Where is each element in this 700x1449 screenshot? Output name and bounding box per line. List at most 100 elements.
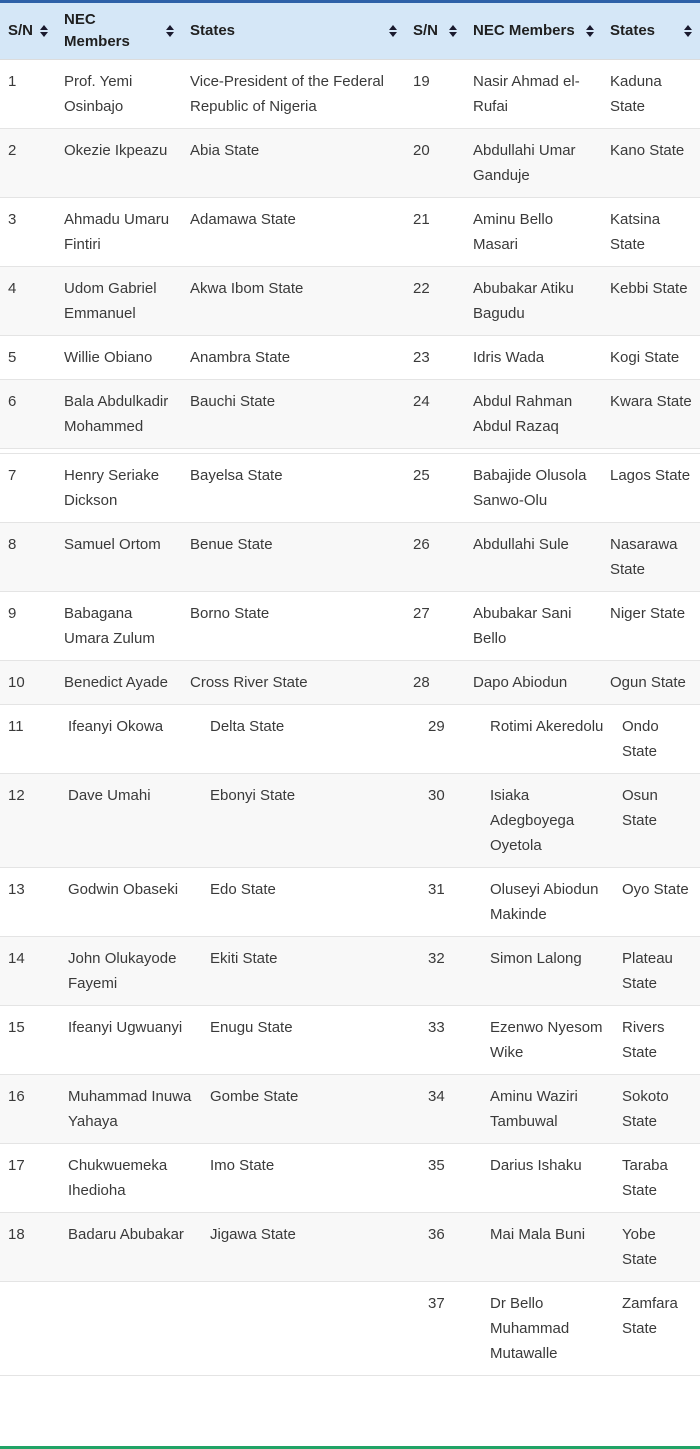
cell-serial-number: 3 bbox=[0, 197, 56, 267]
cell-serial-number: 11 bbox=[0, 705, 60, 774]
cell-state bbox=[202, 1281, 420, 1376]
cell-state: Oyo State bbox=[614, 867, 700, 937]
cell-serial-number: 22 bbox=[405, 266, 465, 336]
cell-state: Taraba State bbox=[614, 1143, 700, 1213]
cell-member-name: Bala Abdulkadir Mohammed bbox=[56, 379, 182, 449]
cell-member-name: Ezenwo Nyesom Wike bbox=[482, 1005, 614, 1075]
cell-member-name: Babajide Olusola Sanwo-Olu bbox=[465, 453, 602, 523]
column-header-label: States bbox=[190, 22, 236, 39]
cell-serial-number: 15 bbox=[0, 1005, 60, 1075]
cell-serial-number: 28 bbox=[405, 660, 465, 705]
table-row: 18 Badaru Abubakar Jigawa State 36 Mai M… bbox=[0, 1212, 700, 1282]
table-row: 9 Babagana Umara Zulum Borno State 27 Ab… bbox=[0, 591, 700, 661]
table-row: 6 Bala Abdulkadir Mohammed Bauchi State … bbox=[0, 379, 700, 449]
table-header: S/N NEC Members States S/N NEC Members S… bbox=[0, 1, 700, 60]
cell-state: Kaduna State bbox=[602, 59, 700, 129]
cell-member-name: Oluseyi Abiodun Makinde bbox=[482, 867, 614, 937]
cell-serial-number: 4 bbox=[0, 266, 56, 336]
cell-member-name: Mai Mala Buni bbox=[482, 1212, 614, 1282]
column-header-label: S/N bbox=[8, 22, 34, 39]
table-row: 13 Godwin Obaseki Edo State 31 Oluseyi A… bbox=[0, 867, 700, 937]
cell-state: Bauchi State bbox=[182, 379, 405, 449]
sort-icon[interactable] bbox=[449, 25, 457, 37]
cell-serial-number: 37 bbox=[420, 1281, 482, 1376]
cell-member-name: Ahmadu Umaru Fintiri bbox=[56, 197, 182, 267]
cell-state: Zamfara State bbox=[614, 1281, 700, 1376]
table-row: 3 Ahmadu Umaru Fintiri Adamawa State 21 … bbox=[0, 197, 700, 267]
table-row: 5 Willie Obiano Anambra State 23 Idris W… bbox=[0, 335, 700, 380]
cell-member-name: Udom Gabriel Emmanuel bbox=[56, 266, 182, 336]
cell-serial-number: 2 bbox=[0, 128, 56, 198]
cell-member-name: Muhammad Inuwa Yahaya bbox=[60, 1074, 202, 1144]
cell-member-name: Rotimi Akeredolu bbox=[482, 705, 614, 774]
sort-icon[interactable] bbox=[684, 25, 692, 37]
header-row: S/N NEC Members States S/N NEC Members S… bbox=[0, 1, 700, 60]
cell-state: Plateau State bbox=[614, 936, 700, 1006]
cell-member-name: Dapo Abiodun bbox=[465, 660, 602, 705]
sort-icon[interactable] bbox=[40, 25, 48, 37]
cell-member-name: Ifeanyi Okowa bbox=[60, 705, 202, 774]
table-row: 8 Samuel Ortom Benue State 26 Abdullahi … bbox=[0, 522, 700, 592]
cell-member-name: Dr Bello Muhammad Mutawalle bbox=[482, 1281, 614, 1376]
cell-serial-number: 34 bbox=[420, 1074, 482, 1144]
cell-state: Borno State bbox=[182, 591, 405, 661]
cell-serial-number: 35 bbox=[420, 1143, 482, 1213]
cell-member-name: Badaru Abubakar bbox=[60, 1212, 202, 1282]
table-row: 16 Muhammad Inuwa Yahaya Gombe State 34 … bbox=[0, 1074, 700, 1144]
cell-state: Osun State bbox=[614, 773, 700, 868]
cell-state: Abia State bbox=[182, 128, 405, 198]
column-header-sn-right[interactable]: S/N bbox=[405, 1, 465, 60]
cell-member-name: Idris Wada bbox=[465, 335, 602, 380]
cell-serial-number: 21 bbox=[405, 197, 465, 267]
cell-member-name: Aminu Bello Masari bbox=[465, 197, 602, 267]
cell-serial-number: 8 bbox=[0, 522, 56, 592]
cell-state: Rivers State bbox=[614, 1005, 700, 1075]
cell-serial-number: 18 bbox=[0, 1212, 60, 1282]
table-body-segment-2: 7 Henry Seriake Dickson Bayelsa State 25… bbox=[0, 453, 700, 705]
sort-icon[interactable] bbox=[389, 25, 397, 37]
cell-serial-number: 24 bbox=[405, 379, 465, 449]
column-header-members-left[interactable]: NEC Members bbox=[56, 1, 182, 60]
bottom-accent-line bbox=[0, 1446, 700, 1449]
column-header-members-right[interactable]: NEC Members bbox=[465, 1, 602, 60]
cell-member-name: Henry Seriake Dickson bbox=[56, 453, 182, 523]
cell-state: Benue State bbox=[182, 522, 405, 592]
cell-member-name: Aminu Waziri Tambuwal bbox=[482, 1074, 614, 1144]
cell-serial-number: 6 bbox=[0, 379, 56, 449]
cell-serial-number: 14 bbox=[0, 936, 60, 1006]
cell-serial-number: 5 bbox=[0, 335, 56, 380]
cell-serial-number: 7 bbox=[0, 453, 56, 523]
cell-state: Ekiti State bbox=[202, 936, 420, 1006]
table-row: 1 Prof. Yemi Osinbajo Vice-President of … bbox=[0, 59, 700, 129]
sort-icon[interactable] bbox=[586, 25, 594, 37]
cell-member-name: Nasir Ahmad el-Rufai bbox=[465, 59, 602, 129]
cell-serial-number: 29 bbox=[420, 705, 482, 774]
table-body-segment-3: 11 Ifeanyi Okowa Delta State 29 Rotimi A… bbox=[0, 705, 700, 1376]
cell-serial-number: 17 bbox=[0, 1143, 60, 1213]
cell-member-name: Abubakar Atiku Bagudu bbox=[465, 266, 602, 336]
sort-icon[interactable] bbox=[166, 25, 174, 37]
column-header-states-left[interactable]: States bbox=[182, 1, 405, 60]
cell-member-name: Dave Umahi bbox=[60, 773, 202, 868]
cell-state: Anambra State bbox=[182, 335, 405, 380]
cell-state: Katsina State bbox=[602, 197, 700, 267]
cell-member-name bbox=[60, 1281, 202, 1376]
cell-state: Bayelsa State bbox=[182, 453, 405, 523]
table-row: 37 Dr Bello Muhammad Mutawalle Zamfara S… bbox=[0, 1281, 700, 1376]
cell-state: Vice-President of the Federal Republic o… bbox=[182, 59, 405, 129]
cell-serial-number: 9 bbox=[0, 591, 56, 661]
column-header-sn-left[interactable]: S/N bbox=[0, 1, 56, 60]
cell-state: Delta State bbox=[202, 705, 420, 774]
cell-state: Jigawa State bbox=[202, 1212, 420, 1282]
cell-member-name: Chukwuemeka Ihedioha bbox=[60, 1143, 202, 1213]
nec-members-table-segment-3: 11 Ifeanyi Okowa Delta State 29 Rotimi A… bbox=[0, 705, 700, 1376]
cell-member-name: Darius Ishaku bbox=[482, 1143, 614, 1213]
cell-state: Ebonyi State bbox=[202, 773, 420, 868]
cell-member-name: Abdullahi Sule bbox=[465, 522, 602, 592]
table-row: 11 Ifeanyi Okowa Delta State 29 Rotimi A… bbox=[0, 705, 700, 774]
cell-serial-number: 16 bbox=[0, 1074, 60, 1144]
cell-member-name: Ifeanyi Ugwuanyi bbox=[60, 1005, 202, 1075]
table-row: 12 Dave Umahi Ebonyi State 30 Isiaka Ade… bbox=[0, 773, 700, 868]
cell-serial-number: 19 bbox=[405, 59, 465, 129]
column-header-states-right[interactable]: States bbox=[602, 1, 700, 60]
